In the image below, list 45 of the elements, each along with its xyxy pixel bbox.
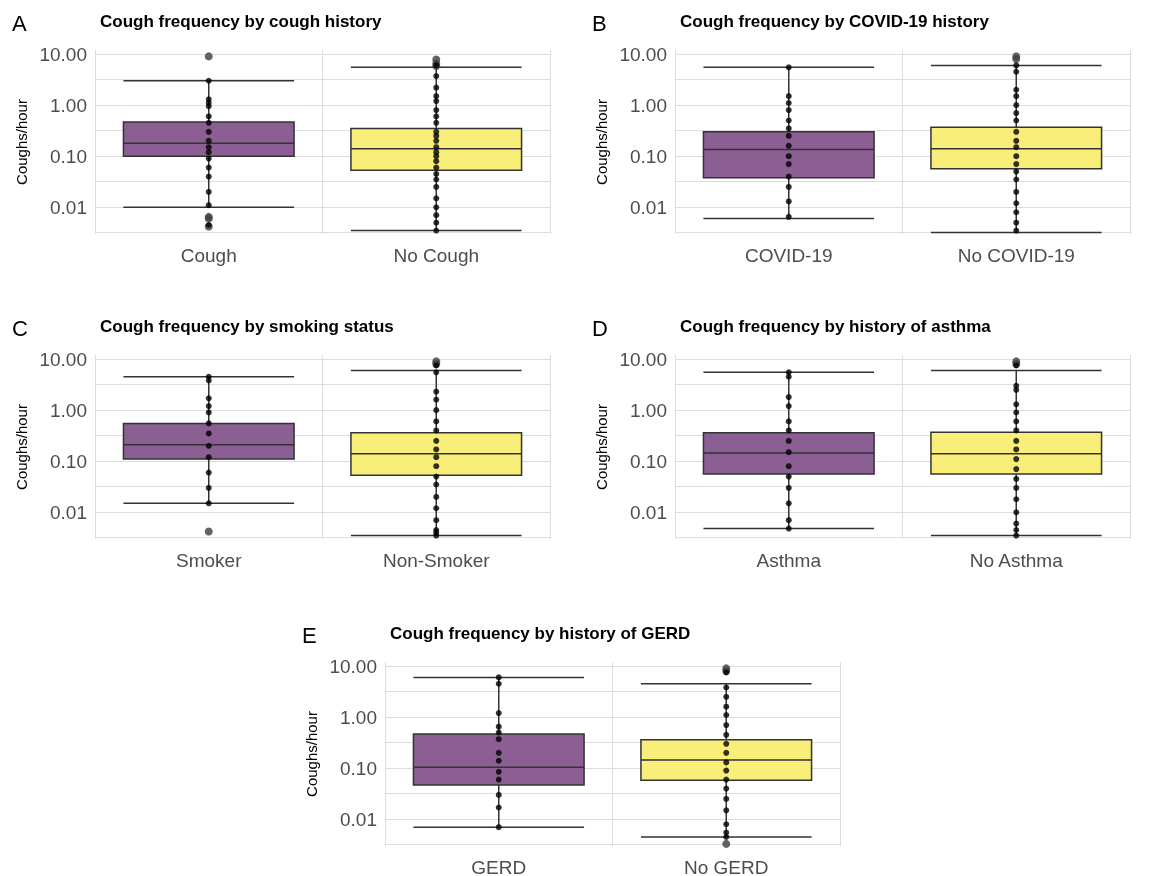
y-tick-label: 0.01 (50, 196, 87, 218)
x-tick-label: No COVID-19 (957, 245, 1075, 266)
y-tick-label: 0.10 (50, 145, 87, 167)
y-tick-label: 0.10 (340, 757, 377, 779)
x-tick-label: Non-Smoker (382, 550, 491, 571)
y-axis-title: Coughs/hour (12, 99, 30, 185)
text: E (302, 622, 317, 648)
x-tick-label: No Asthma (969, 550, 1064, 571)
y-tick-label: 1.00 (50, 94, 87, 116)
x-tick-label: GERD (471, 857, 527, 876)
text: A (12, 10, 27, 36)
y-axis-title: Coughs/hour (592, 99, 610, 185)
chart-title: Cough frequency by smoking status (100, 317, 394, 336)
y-tick-label: 0.01 (50, 501, 87, 523)
y-tick-label: 10.00 (619, 348, 667, 370)
y-tick-label: 10.00 (619, 43, 667, 65)
y-tick-label: 1.00 (50, 399, 87, 421)
y-axis-title: Coughs/hour (302, 711, 320, 797)
text: C (12, 315, 28, 341)
x-tick-label: No Cough (393, 245, 480, 266)
chart-title: Cough frequency by history of asthma (680, 317, 992, 336)
chart-title: Cough frequency by COVID-19 history (680, 12, 990, 31)
x-tick-label: COVID-19 (744, 245, 833, 266)
y-tick-label: 10.00 (39, 348, 87, 370)
chart-title: Cough frequency by cough history (100, 12, 383, 31)
y-tick-label: 10.00 (39, 43, 87, 65)
y-tick-label: 1.00 (340, 706, 377, 728)
y-axis-title: Coughs/hour (592, 404, 610, 490)
x-tick-label: Asthma (756, 550, 822, 571)
y-tick-label: 0.10 (630, 145, 667, 167)
text: B (592, 10, 607, 36)
x-tick-label: No GERD (684, 857, 769, 876)
y-tick-label: 10.00 (329, 655, 377, 677)
y-tick-label: 0.01 (630, 501, 667, 523)
y-tick-label: 0.01 (630, 196, 667, 218)
y-tick-label: 0.10 (50, 450, 87, 472)
text: D (592, 315, 608, 341)
chart-title: Cough frequency by history of GERD (390, 624, 691, 643)
y-tick-label: 1.00 (630, 94, 667, 116)
y-tick-label: 0.10 (630, 450, 667, 472)
y-axis-title: Coughs/hour (12, 404, 30, 490)
x-tick-label: Cough (180, 245, 237, 266)
y-tick-label: 0.01 (340, 808, 377, 830)
x-tick-label: Smoker (176, 550, 243, 571)
y-tick-label: 1.00 (630, 399, 667, 421)
